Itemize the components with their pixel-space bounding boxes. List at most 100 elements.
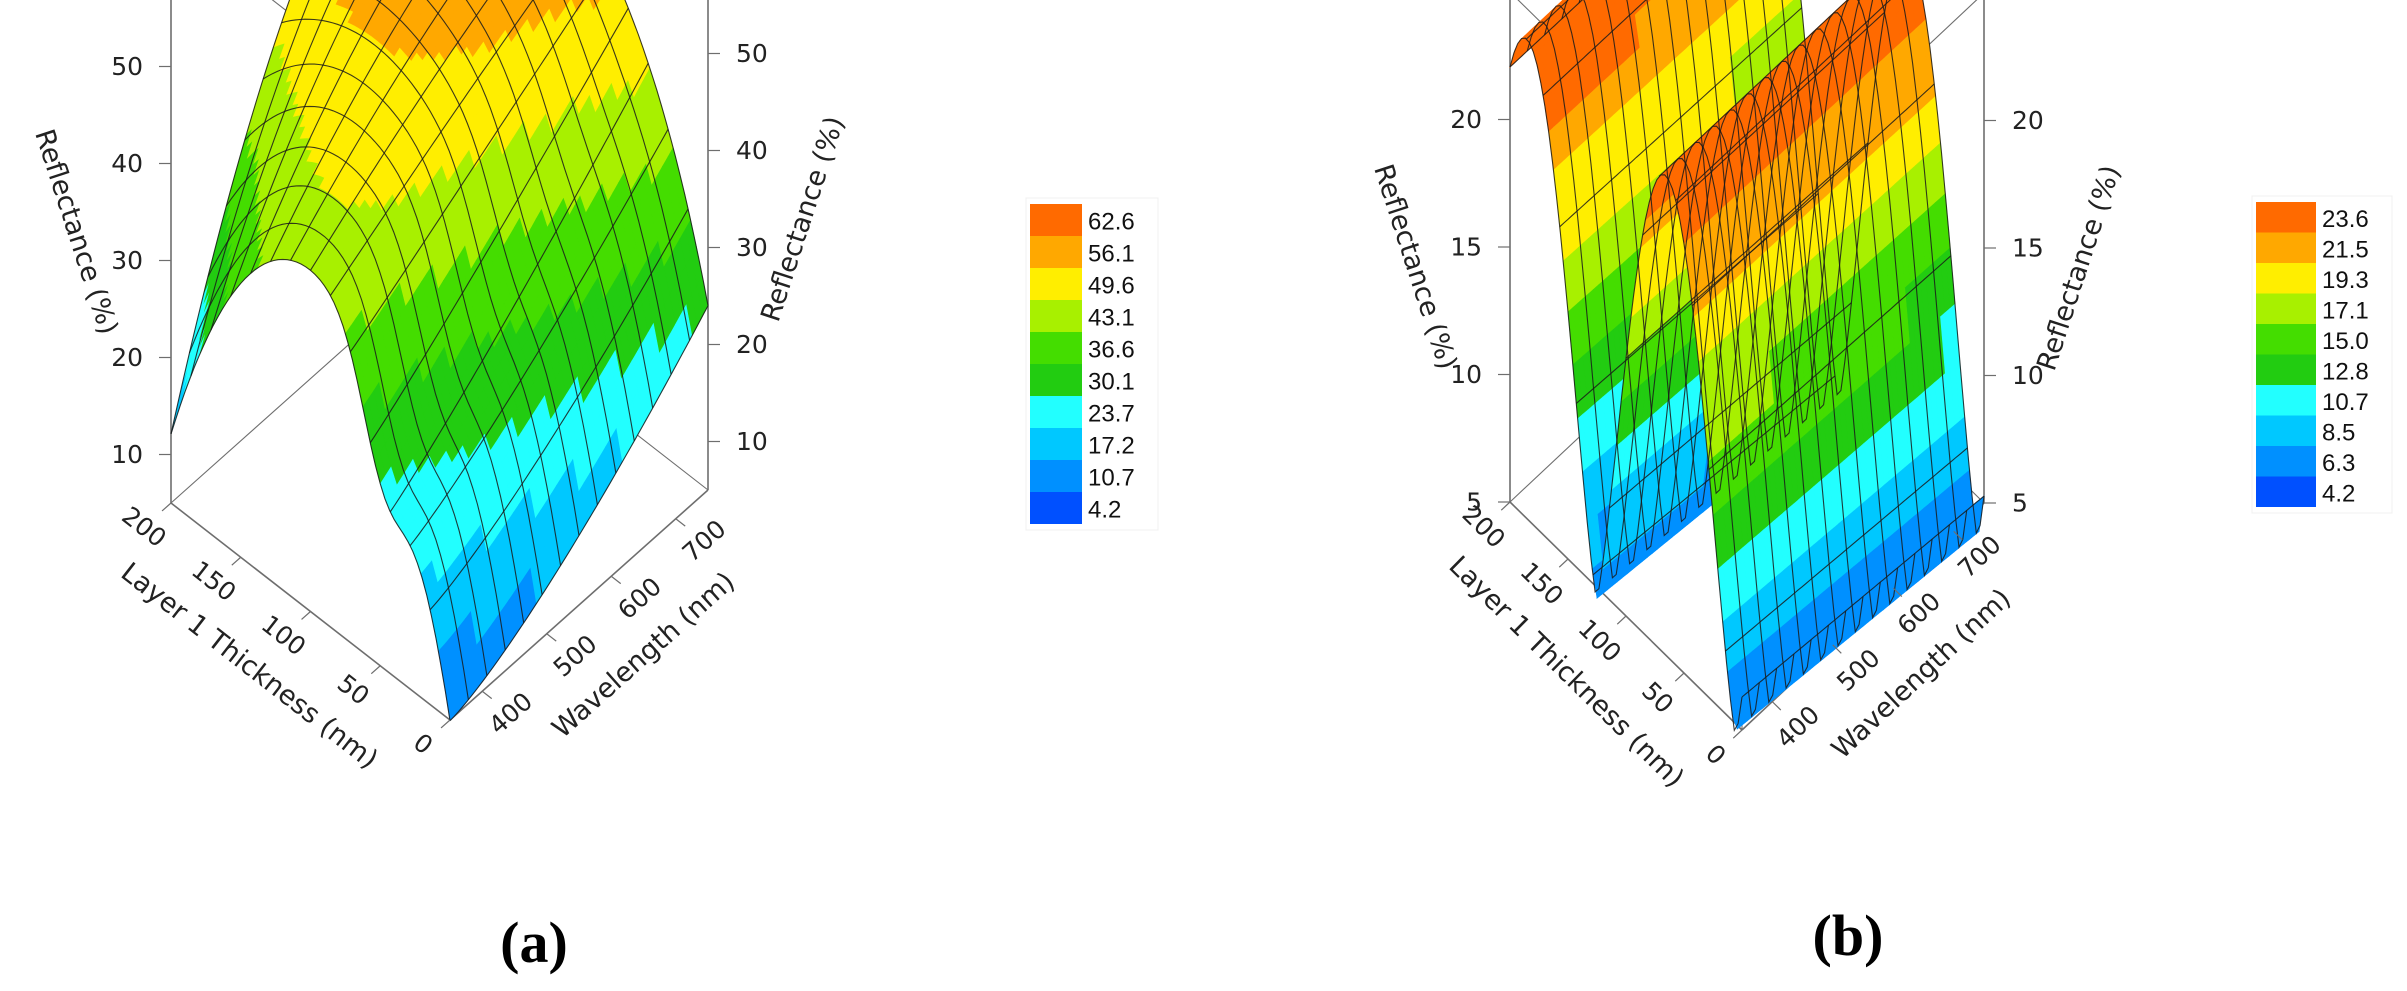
panel-b-colorbar-label: 8.5 [2322,419,2355,446]
panel-b-tick-mark [1732,729,1743,739]
panel-b-colorbar-swatch [2256,232,2316,263]
panel-b-z-tick-label-right: 10 [2012,361,2044,390]
panel-a-z-tick-label-right: 40 [736,136,768,165]
panel-b-tick-mark [1558,558,1569,568]
panel-b-y-tick-label: 200 [1457,500,1511,554]
panel-a-colorbar-swatch [1030,204,1082,236]
panel-b-mesh [1509,0,1985,733]
panel-a-x-tick-label: 700 [677,514,732,567]
panel-b-y-tick-label: 150 [1515,557,1569,611]
panel-b-mesh-line [1609,302,1852,509]
panel-a-mesh-line [426,0,598,505]
panel-a-z-axis-title-right: Reflectance (%) [755,113,851,326]
panel-b-z-tick-label-right: 15 [2012,234,2044,263]
panel-a-colorbar-swatch [1030,268,1082,300]
panel-b-mesh-line [1705,0,1899,606]
panel-a-colorbar-swatch [1030,236,1082,268]
panel-a-tick-mark [610,575,622,585]
panel-a-surface-cell [445,0,452,5]
panel-a-colorbar-frame [1025,197,1159,531]
panel-a-surface-cell [456,0,464,5]
panel-a-z-tick-label-left: 30 [111,246,143,275]
panel-a-mesh-line [624,0,709,306]
panel-b-colorbar-label: 23.6 [2322,206,2369,233]
panel-a-colorbar-swatch [1030,428,1082,460]
panel-a-mesh-line [532,0,654,409]
panel-b-y-tick-label: 100 [1573,614,1627,668]
panel-a-tick-mark [301,611,311,620]
panel-b-colorbar-frame [2251,195,2393,514]
panel-b-mesh-line [1542,0,1647,96]
panel-a-y-tick-label: 0 [408,728,438,761]
panel-a-z-tick-label-right: 50 [736,39,768,68]
panel-b-colorbar-label: 15.0 [2322,328,2369,355]
panel-a-colorbar-label: 30.1 [1088,369,1135,396]
panel-a-colorbar-label: 23.7 [1088,401,1135,428]
panel-b-caption: (b) [1813,903,1884,968]
panel-b-colorbar-label: 21.5 [2322,236,2369,263]
panel-a-z-tick-label-right: 20 [736,330,768,359]
panel-a-mesh-line [500,0,635,441]
panel-b-tick-mark [1771,701,1782,711]
panel-a-colorbar-label: 17.2 [1088,433,1135,460]
panel-a-mesh-line [230,0,355,297]
panel-a-colorbar-swatch [1030,332,1082,364]
panel-a-surface-plot: 4004005005006006007007000050501001001501… [28,0,1159,776]
panel-a-colorbar-label: 36.6 [1088,337,1135,364]
panel-a-colorbar-swatch [1030,460,1082,492]
panel-a-surface-cell [507,0,514,5]
panel-a-surface-cell [579,0,586,6]
panel-a-z-tick-label-right: 10 [736,427,768,456]
panel-b-z-axis-title-right: Reflectance (%) [2031,162,2127,375]
panel-a-x-tick-label: 500 [548,629,603,682]
panel-a-box-edge [449,489,709,721]
panel-a-colorbar-label: 62.6 [1088,209,1135,236]
panel-b-mesh-line [1724,0,1916,592]
panel-a-colorbar-label: 49.6 [1088,273,1135,300]
panel-a-colorbar-label: 4.2 [1088,497,1121,524]
panel-b-mesh-line [1800,0,1985,536]
panel-a-mesh-line [270,0,413,262]
panel-a-tick-mark [675,518,686,527]
panel-a-z-tick-label-left: 40 [111,149,143,178]
panel-b-y-tick-label: 50 [1636,676,1679,719]
panel-b-colorbar-swatch [2256,385,2316,416]
panel-b-colorbar-label: 12.8 [2322,358,2369,385]
panel-b-mesh-line [1559,7,1803,228]
panel-a-mesh [170,0,709,722]
panel-a-tick-mark [546,633,557,642]
panel-a-tick-mark [440,719,451,729]
panel-b-colorbar-label: 17.1 [2322,297,2369,324]
panel-b-y-tick-label: 0 [1700,739,1732,771]
panel-b-z-tick-label-right: 5 [2012,489,2028,518]
panel-a-colorbar-label: 10.7 [1088,465,1135,492]
panel-a-mesh-line [170,0,291,435]
panel-a-tick-mark [481,690,493,700]
panel-a-colorbar-swatch [1030,492,1082,524]
panel-b-colorbar-label: 4.2 [2322,480,2355,507]
panel-a-y-axis-title: Layer 1 Thickness (nm) [115,557,384,776]
panel-a-mesh-line [290,0,448,261]
panel-a-y-tick-label: 200 [116,501,171,553]
panel-a-z-tick-label-right: 30 [736,233,768,262]
panel-b-mesh-line [1592,375,1836,576]
panel-a-colorbar-swatch [1030,396,1082,428]
panel-a-mesh-line [465,0,617,474]
panel-a-y-tick-label: 150 [186,555,241,607]
panel-a-mesh-line [190,0,310,377]
panel-b-colorbar-swatch [2256,202,2316,233]
panel-a-y-tick-label: 50 [332,668,375,710]
panel-a-mesh-line [563,0,672,375]
panel-a-colorbar-label: 56.1 [1088,241,1135,268]
panel-b-z-tick-label-left: 20 [1450,105,1482,134]
panel-b-colorbar-swatch [2256,476,2316,507]
panel-b-z-tick-label-left: 5 [1466,488,1482,517]
panel-a-surface-cell [535,0,542,5]
panel-b-mesh-line [1781,0,1968,550]
panel-b-colorbar-swatch [2256,446,2316,477]
panel-a-tick-mark [231,556,242,566]
panel-b-mesh-line [1743,0,1933,578]
panel-b-surface-plot: 4004005005006006007007000050501001001501… [1367,0,2393,794]
panel-b-colorbar-swatch [2256,324,2316,355]
